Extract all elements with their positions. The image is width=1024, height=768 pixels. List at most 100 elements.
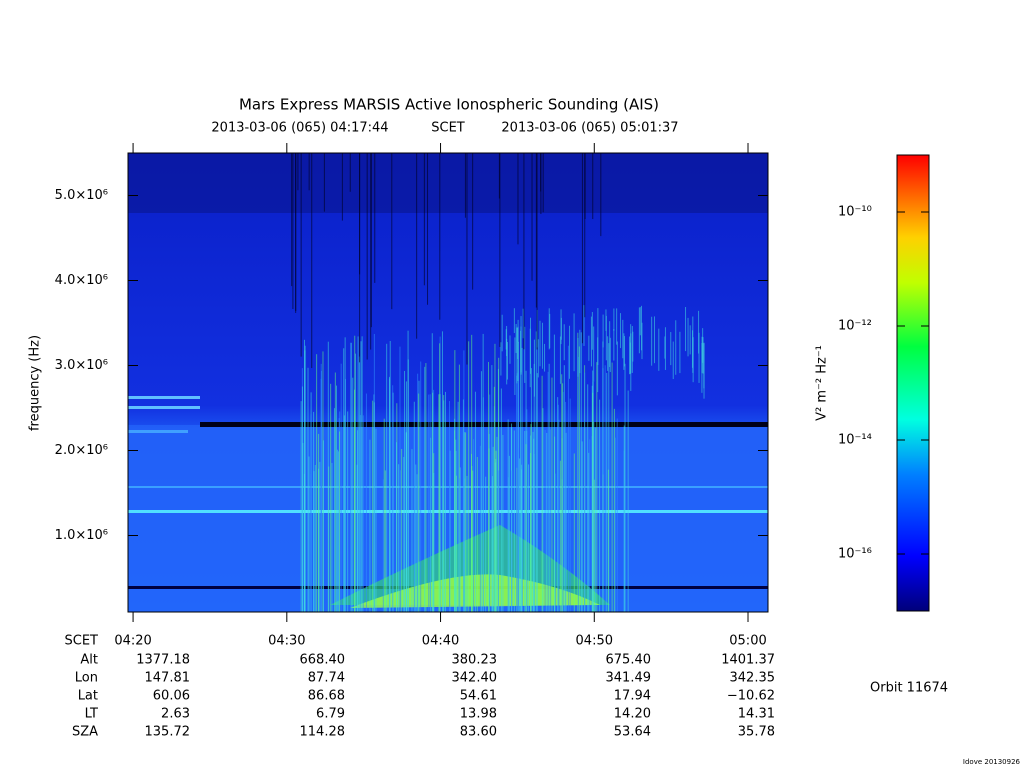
spectrogram-texture <box>334 372 336 612</box>
x-tick-label: 04:30 <box>268 634 305 649</box>
spectrogram-texture <box>698 332 700 383</box>
spectrogram-texture <box>291 153 293 287</box>
spectrogram-texture <box>703 342 705 399</box>
ephemeris-value: 17.94 <box>614 689 651 704</box>
spectrogram-texture <box>128 396 200 399</box>
spectrogram-texture <box>553 334 555 612</box>
spectrogram-texture <box>349 153 351 192</box>
spectrogram-texture <box>670 332 672 366</box>
spectrogram-texture <box>514 337 516 396</box>
ephemeris-value: 147.81 <box>145 671 191 686</box>
ephemeris-value: 341.49 <box>606 671 652 686</box>
spectrogram-texture <box>577 356 579 612</box>
spectrogram-texture <box>458 478 460 612</box>
x-tick-label: 04:20 <box>114 634 151 649</box>
spectrogram-texture <box>359 153 361 363</box>
spectrogram-texture <box>330 383 332 612</box>
spectrogram-texture <box>322 440 324 612</box>
spectrogram-texture <box>593 479 595 612</box>
ephemeris-value: 135.72 <box>145 725 191 740</box>
spectrogram-texture <box>537 339 539 378</box>
spectrogram-texture <box>525 444 527 612</box>
spectrogram-texture <box>546 432 548 612</box>
spectrogram-texture <box>350 342 352 612</box>
spectrogram-texture <box>488 361 490 612</box>
spectrogram-texture <box>605 315 607 361</box>
spectrogram-texture <box>562 383 564 612</box>
spectrogram-texture <box>573 453 575 612</box>
spectrogram-texture <box>491 365 493 612</box>
spectrogram-texture <box>372 400 374 612</box>
spectrogram-texture <box>544 343 546 372</box>
spectrogram-texture <box>292 153 294 309</box>
spectrogram-texture <box>528 464 530 612</box>
spectrogram-texture <box>638 307 640 354</box>
spectrogram-texture <box>489 394 491 612</box>
spectrogram-texture <box>471 334 473 612</box>
spectrogram-texture <box>517 326 519 381</box>
spectrogram-texture <box>559 460 561 612</box>
spectrogram-texture <box>511 470 513 612</box>
spectrogram-texture <box>547 371 549 612</box>
spectrogram-texture <box>454 418 456 612</box>
spectrogram-texture <box>701 342 703 393</box>
spectrogram-texture <box>533 438 535 612</box>
spectrogram-texture <box>307 367 309 612</box>
spectrogram-texture <box>463 350 465 612</box>
spectrogram-texture <box>595 427 597 612</box>
ephemeris-value: 6.79 <box>316 707 345 722</box>
spectrogram-texture <box>347 411 349 612</box>
spectrogram-texture <box>427 153 429 305</box>
spectrogram-texture <box>689 325 691 355</box>
spectrogram-texture <box>578 346 580 612</box>
spectrogram-texture <box>128 153 768 213</box>
spectrogram-texture <box>316 354 318 612</box>
spectrogram-texture <box>386 343 388 612</box>
y-tick-label: 1.0×10⁶ <box>55 528 108 543</box>
spectrogram-texture <box>593 326 595 382</box>
ephemeris-value: 342.35 <box>730 671 776 686</box>
spectrogram-texture <box>592 381 594 612</box>
spectrogram-texture <box>403 456 405 612</box>
spectrogram-texture <box>341 153 343 221</box>
spectrogram-texture <box>672 341 674 380</box>
ephemeris-value: 86.68 <box>308 689 345 704</box>
x-tick-label: 04:40 <box>422 634 459 649</box>
spectrogram-texture <box>358 356 360 612</box>
spectrogram-texture <box>323 153 325 212</box>
spectrogram-texture <box>563 324 565 361</box>
spectrogram-texture <box>334 408 336 612</box>
spectrogram-texture <box>539 320 541 367</box>
spectrogram-texture <box>521 428 523 612</box>
plot-frame <box>127 152 769 613</box>
spectrogram-texture <box>558 419 560 612</box>
ephemeris-value: 83.60 <box>460 725 497 740</box>
spectrogram-texture <box>536 153 538 350</box>
spectrogram-texture <box>319 461 321 612</box>
spectrogram-texture <box>524 430 526 612</box>
spectrogram-texture <box>509 335 511 364</box>
x-tick-label: 05:00 <box>729 634 766 649</box>
spectrogram-texture <box>520 316 522 375</box>
spectrogram-texture <box>623 336 625 367</box>
x-tick-label: 04:50 <box>576 634 613 649</box>
spectrogram-texture <box>431 333 433 612</box>
spectrogram-texture <box>304 339 306 612</box>
spectrogram-texture <box>506 338 508 385</box>
ephemeris-label: SZA <box>72 725 98 740</box>
spectrogram-texture <box>407 359 409 612</box>
spectrogram-texture <box>592 153 594 220</box>
spectrogram-texture <box>476 456 478 612</box>
spectrogram-texture <box>679 331 681 374</box>
spectrogram-texture <box>472 153 474 290</box>
spectrogram-texture <box>466 153 468 365</box>
colorbar-tick-label: 10⁻¹⁰ <box>838 205 872 220</box>
spectrogram-texture <box>591 385 593 612</box>
spectrogram-texture <box>441 331 443 612</box>
spectrogram-texture <box>375 428 377 612</box>
spectrogram-texture <box>526 409 528 612</box>
spectrogram-texture <box>128 486 768 488</box>
spectrogram-texture <box>599 399 601 612</box>
spectrogram-texture <box>485 476 487 612</box>
